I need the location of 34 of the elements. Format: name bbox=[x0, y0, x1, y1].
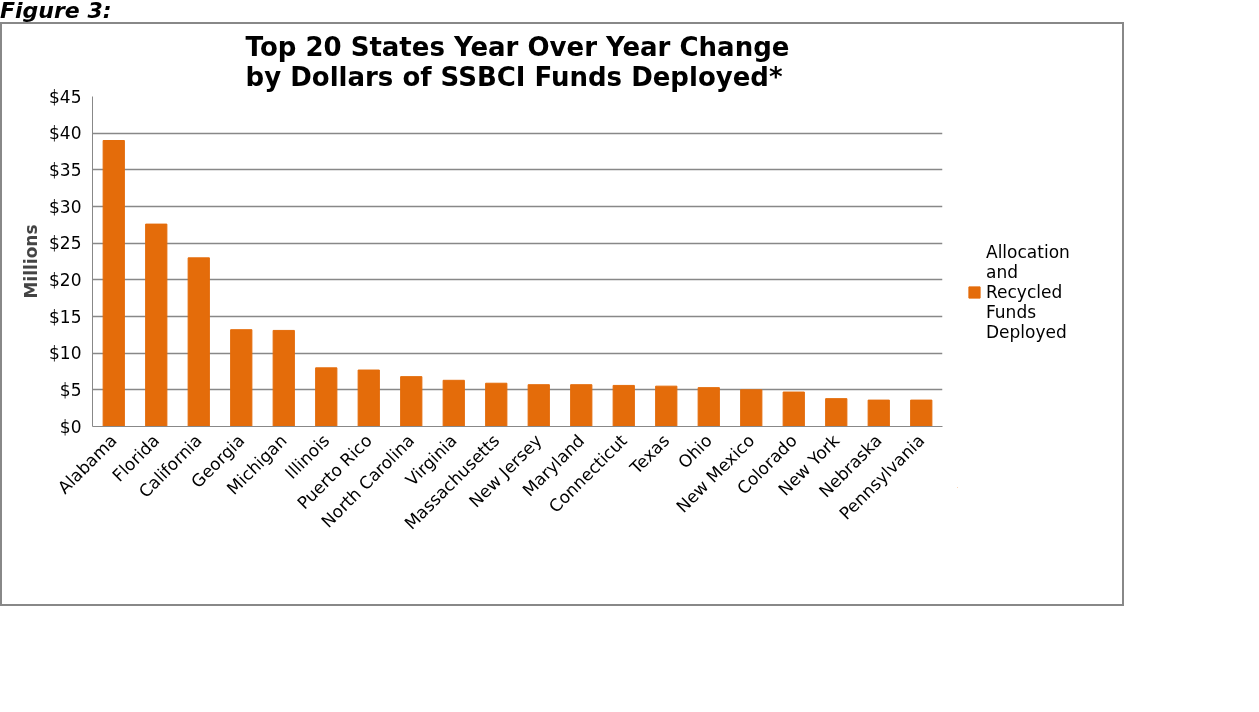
caption: Figure 3: bbox=[0, 0, 112, 23]
bar bbox=[357, 369, 380, 427]
bar bbox=[102, 140, 125, 427]
bar bbox=[740, 389, 763, 427]
y-tick-label: $0 bbox=[59, 416, 82, 437]
y-tick-label: $10 bbox=[49, 343, 82, 364]
bar bbox=[187, 257, 210, 427]
bar bbox=[825, 398, 848, 427]
bar bbox=[527, 384, 550, 427]
bar bbox=[272, 329, 295, 427]
y-tick-label: $30 bbox=[49, 196, 82, 217]
bar bbox=[485, 382, 508, 427]
bar bbox=[782, 391, 805, 427]
y-tick-label: $15 bbox=[49, 306, 82, 327]
y-tick-label: $20 bbox=[49, 269, 82, 290]
bar bbox=[230, 329, 253, 427]
bar bbox=[697, 387, 720, 427]
bar bbox=[612, 384, 635, 427]
y-tick-label: $45 bbox=[49, 86, 82, 107]
bar bbox=[315, 367, 338, 427]
bar bbox=[655, 385, 678, 427]
bar bbox=[145, 223, 168, 427]
bar bbox=[867, 399, 890, 427]
y-tick-label: $25 bbox=[49, 233, 82, 254]
chart-title: Top 20 States Year Over Year Change by Dollars of SSBCI Funds Deployed* bbox=[245, 31, 790, 92]
y-axis-title: Millions bbox=[21, 224, 42, 299]
bar bbox=[400, 376, 423, 427]
bar bbox=[442, 379, 465, 427]
y-tick-label: $5 bbox=[59, 379, 82, 400]
y-tick-label: $40 bbox=[49, 123, 82, 144]
legend-label: Allocation and Recycled Funds Deployed bbox=[986, 241, 1070, 342]
y-tick-label: $35 bbox=[49, 159, 82, 180]
bar bbox=[910, 399, 933, 427]
bar bbox=[570, 384, 593, 427]
